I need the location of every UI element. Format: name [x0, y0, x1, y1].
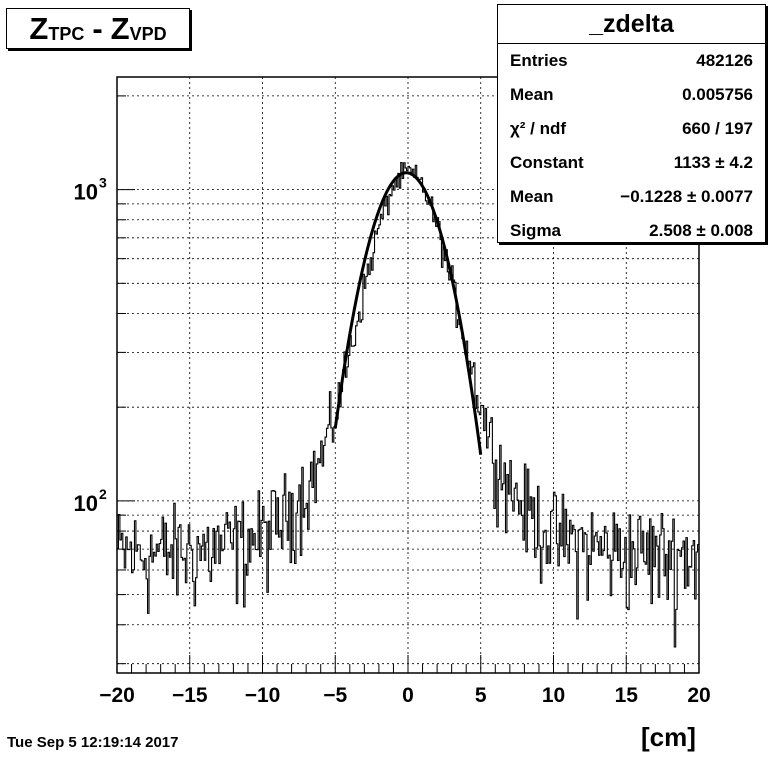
stats-row: Constant 1133 ± 4.2	[498, 146, 765, 180]
stats-label: χ² / ndf	[510, 119, 567, 138]
x-axis-title: [cm]	[641, 722, 696, 752]
stats-label: Mean	[510, 187, 554, 206]
stats-value: 1133 ± 4.2	[673, 153, 753, 172]
timestamp: Tue Sep 5 12:19:14 2017	[7, 734, 179, 751]
x-tick-label: 10	[542, 684, 565, 707]
x-tick-label: −10	[245, 684, 281, 707]
stats-row: Mean −0.1228 ± 0.0077	[498, 180, 765, 214]
series	[117, 161, 699, 648]
y-tick-exponent: 3	[99, 175, 107, 191]
title-sub-tpc: TPC	[48, 24, 85, 44]
stats-name: _zdelta	[498, 5, 765, 44]
stats-value: 660 / 197	[682, 119, 753, 138]
title-z-left: Z	[29, 10, 49, 46]
y-tick-exponent: 2	[99, 486, 107, 502]
x-tick-label: 0	[402, 684, 414, 707]
stats-value: 2.508 ± 0.008	[649, 221, 753, 240]
title-z-right: Z	[110, 10, 130, 46]
x-tick-label: 5	[475, 684, 487, 707]
histogram-title: Z TPC - Z VPD	[6, 8, 190, 49]
title-sub-vpd: VPD	[129, 24, 167, 44]
title-minus: -	[92, 10, 103, 46]
stats-box: _zdelta Entries 482126 Mean 0.005756 χ² / nd…	[497, 4, 766, 243]
x-tick-label: 15	[615, 684, 639, 707]
x-tick-labels: −20 −15 −10 −5 0 5 10 15 20	[99, 684, 710, 707]
y-tick-label: 10	[74, 491, 98, 516]
plot-frame	[116, 76, 700, 674]
stats-value: 0.005756	[682, 85, 753, 104]
stats-label: Sigma	[510, 221, 562, 240]
x-tick-label: −20	[99, 684, 135, 707]
stats-label: Mean	[510, 85, 554, 104]
stats-rows: Entries 482126 Mean 0.005756 χ² / ndf 660 / 1…	[498, 44, 765, 248]
x-tick-label: −15	[172, 684, 208, 707]
stats-row: Sigma 2.508 ± 0.008	[498, 214, 765, 248]
stats-value: −0.1228 ± 0.0077	[620, 187, 753, 206]
gaussian-fit-curve	[333, 171, 483, 455]
stats-row: Entries 482126	[498, 44, 765, 78]
stats-row: Mean 0.005756	[498, 78, 765, 112]
stats-row: χ² / ndf 660 / 197	[498, 112, 765, 146]
x-tick-label: 20	[687, 684, 710, 707]
y-tick-label: 10	[74, 180, 98, 205]
x-tick-label: −5	[323, 684, 347, 707]
histogram-line	[117, 161, 699, 648]
stats-label: Entries	[510, 51, 568, 70]
stats-value: 482126	[696, 51, 753, 70]
stats-label: Constant	[510, 153, 584, 172]
